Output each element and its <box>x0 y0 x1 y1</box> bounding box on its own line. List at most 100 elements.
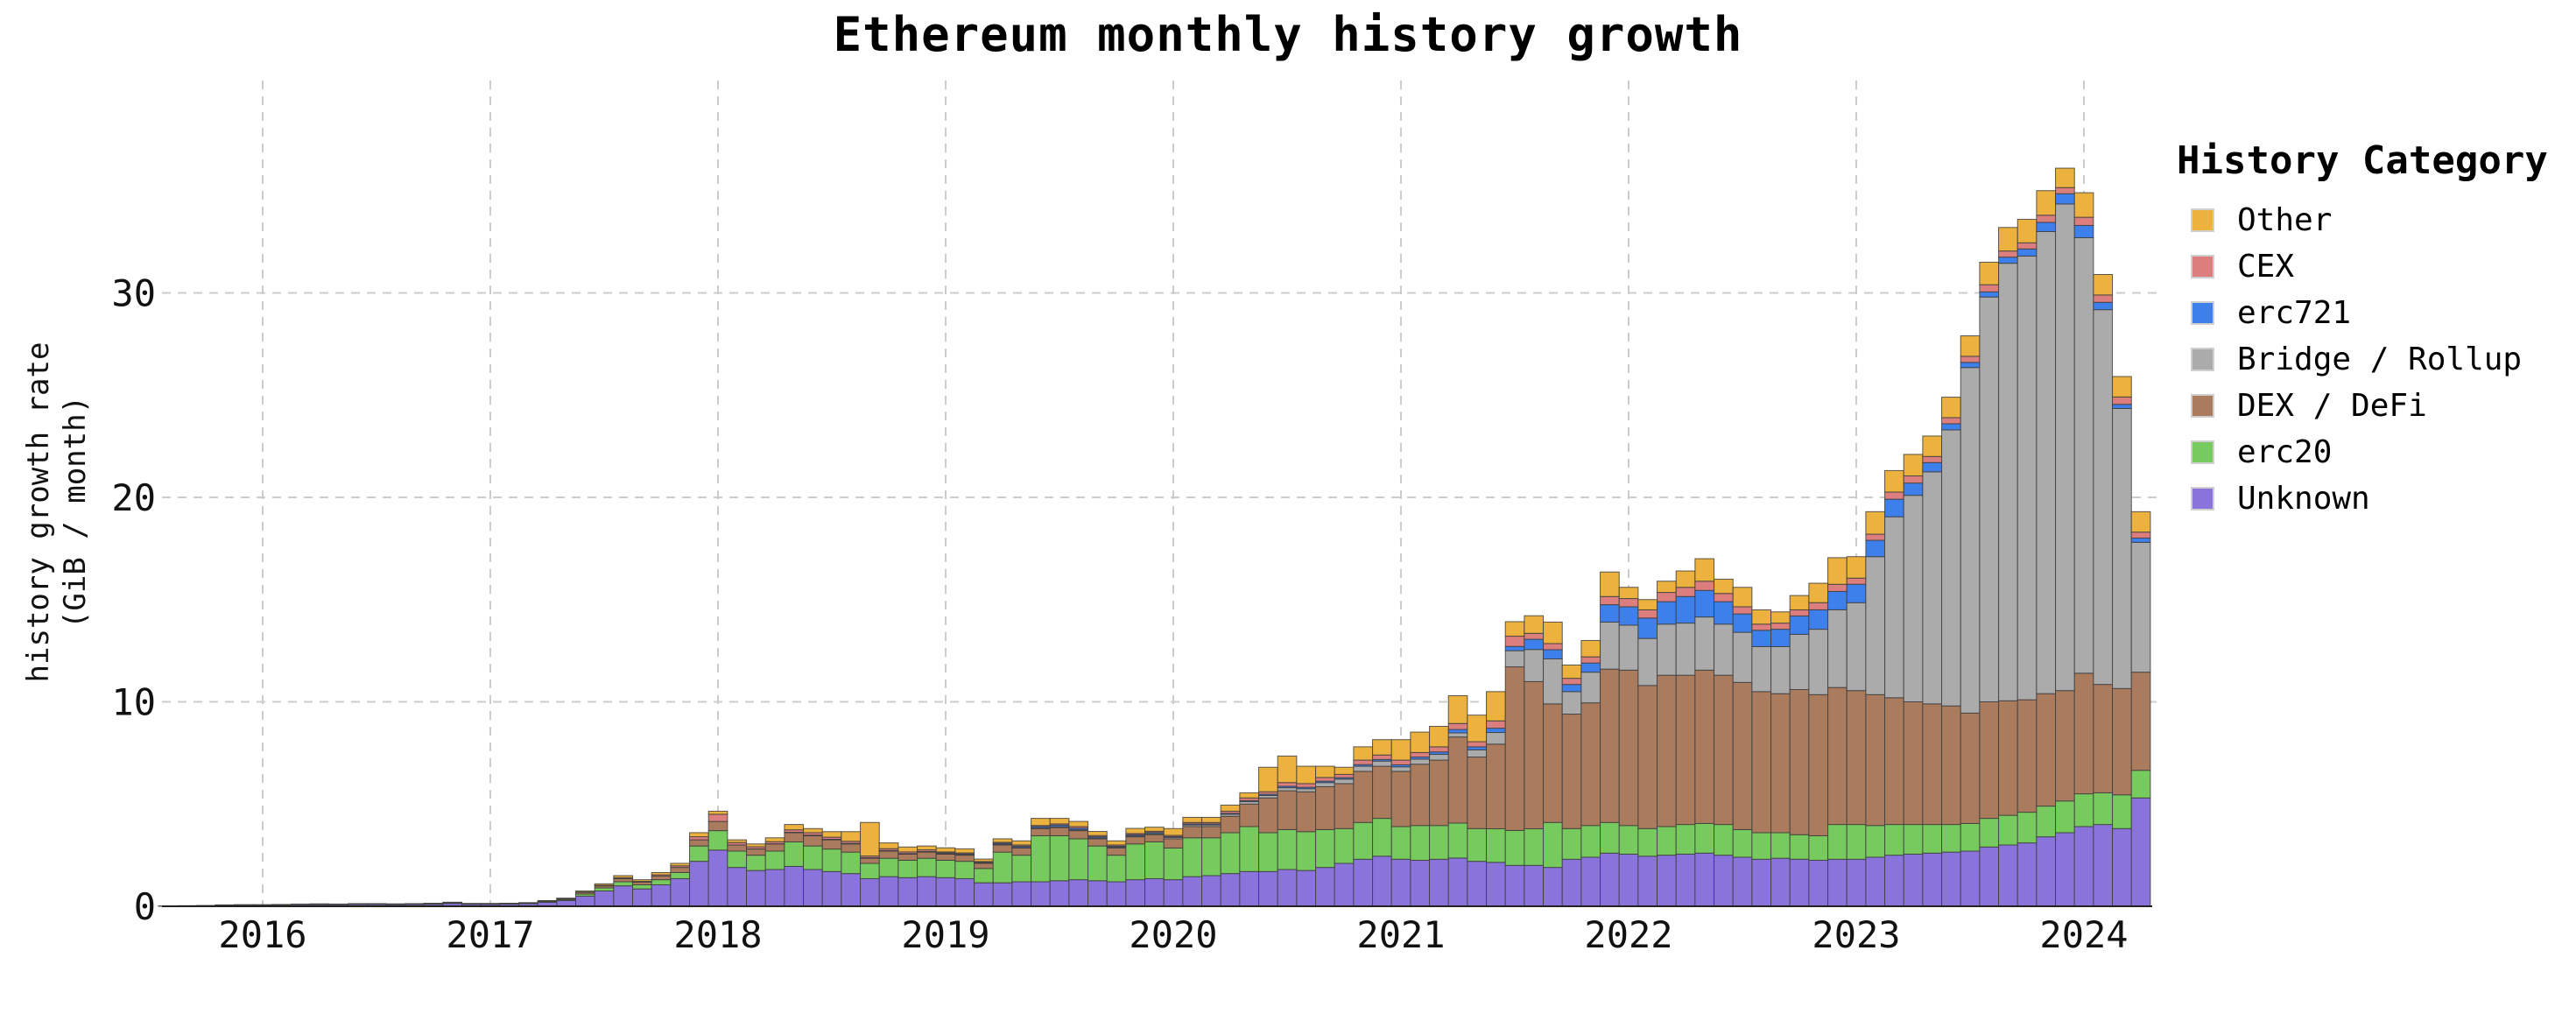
bar-segment-unknown <box>1770 857 1791 907</box>
x-tick-label: 2018 <box>673 913 762 956</box>
bar-segment-unknown <box>1163 879 1184 907</box>
bar-segment-erc721 <box>2036 222 2057 232</box>
bar-segment-other <box>1125 827 1146 834</box>
bar-segment-bridge-rollup <box>1504 650 1525 668</box>
bar-segment-erc20 <box>897 859 918 878</box>
bar-segment-bridge-rollup <box>2112 407 2132 689</box>
bar-segment-erc20 <box>1600 821 1620 854</box>
bar-segment-other <box>2112 376 2132 398</box>
bar-segment-erc721 <box>1884 498 1904 518</box>
bar-segment-other <box>841 831 862 842</box>
bar-segment-dex-defi <box>841 843 862 853</box>
bar-segment-other <box>1201 816 1221 823</box>
bar-segment-erc721 <box>1543 649 1563 659</box>
bar-segment-erc721 <box>1504 645 1525 651</box>
bar-segment-cex <box>1714 593 1734 602</box>
bar-segment-erc721 <box>1808 609 1829 630</box>
bar-segment-erc721 <box>1561 684 1582 693</box>
bar-segment-other <box>651 871 672 876</box>
bar-segment-unknown <box>1865 856 1886 907</box>
bar-segment-cex <box>1675 587 1696 597</box>
bar-segment-dex-defi <box>689 839 709 847</box>
bar-segment-erc20 <box>1353 821 1374 860</box>
bar-segment-cex <box>1543 643 1563 651</box>
bar-segment-other <box>1580 639 1601 658</box>
bar-segment-bridge-rollup <box>1657 623 1677 676</box>
bar-segment-erc20 <box>954 861 975 879</box>
bar-segment-other <box>1239 792 1260 799</box>
bar-segment-erc721 <box>2093 301 2114 311</box>
bar-segment-other <box>1334 766 1355 775</box>
bar-segment-unknown <box>1334 863 1355 907</box>
bar-segment-other <box>1600 571 1620 597</box>
bar-segment-other <box>1941 397 1961 419</box>
bar-segment-other <box>1390 739 1411 761</box>
bar-segment-dex-defi <box>1751 691 1772 834</box>
bar-segment-erc721 <box>2112 404 2132 409</box>
bar-segment-other <box>1447 695 1468 724</box>
legend-title: History Category <box>2177 138 2548 183</box>
legend-item-cex: CEX <box>2177 243 2571 290</box>
bar-segment-erc721 <box>1789 615 1810 635</box>
bar-segment-unknown <box>954 877 975 907</box>
bar-segment-cex <box>1600 595 1620 606</box>
bar-segment-erc20 <box>1372 818 1392 857</box>
bar-segment-cex <box>1846 577 1867 585</box>
bar-segment-dex-defi <box>707 820 728 832</box>
bar-segment-other <box>1031 818 1051 827</box>
bar-segment-unknown <box>1125 879 1146 907</box>
bar-segment-cex <box>1732 606 1753 615</box>
bar-segment-dex-defi <box>1884 697 1904 826</box>
bar-segment-dex-defi <box>2016 699 2038 813</box>
bar-segment-other <box>1163 827 1184 836</box>
bar-segment-unknown <box>613 885 634 907</box>
bar-segment-unknown <box>1998 844 2018 907</box>
legend-item-other: Other <box>2177 197 2571 243</box>
bar-segment-other <box>1372 739 1392 756</box>
bar-segment-unknown <box>784 865 805 907</box>
bar-segment-erc721 <box>1922 461 1943 473</box>
bar-segment-unknown <box>1467 861 1488 907</box>
bar-segment-erc20 <box>1903 824 1924 855</box>
bar-segment-unknown <box>1827 858 1848 907</box>
bar-segment-unknown <box>764 869 785 907</box>
bar-segment-unknown <box>1258 870 1278 907</box>
bar-segment-other <box>1675 570 1696 588</box>
bar-segment-dex-defi <box>2112 687 2132 796</box>
bar-segment-bridge-rollup <box>2036 230 2057 694</box>
legend-items: Other CEX erc721 Bridge / Rollup DEX / DeFi e… <box>2177 197 2571 522</box>
bar-segment-unknown <box>2093 824 2114 907</box>
bar-segment-other <box>1410 731 1431 753</box>
legend-swatch-icon <box>2191 394 2214 418</box>
bar-segment-dex-defi <box>1353 771 1374 823</box>
bar-segment-other <box>821 831 842 838</box>
legend-item-unknown: Unknown <box>2177 475 2571 522</box>
bar-segment-bridge-rollup <box>1732 631 1753 683</box>
bar-segment-erc20 <box>670 871 691 879</box>
bar-segment-erc721 <box>1770 629 1791 647</box>
bar-segment-erc20 <box>1220 832 1241 875</box>
bar-segment-erc20 <box>1315 828 1335 869</box>
bar-segment-dex-defi <box>670 867 691 873</box>
bar-segment-dex-defi <box>1657 674 1677 827</box>
bar-segment-dex-defi <box>1277 790 1298 830</box>
bar-segment-unknown <box>2073 826 2094 907</box>
bar-segment-cex <box>1827 583 1848 592</box>
bar-segment-unknown <box>1220 873 1241 907</box>
bar-segment-erc20 <box>1751 832 1772 860</box>
bar-segment-unknown <box>1789 858 1810 907</box>
bar-segment-unknown <box>821 870 842 907</box>
bar-segment-erc20 <box>1637 827 1658 857</box>
bar-segment-erc20 <box>1011 855 1032 883</box>
bar-segment-cex <box>1618 598 1639 608</box>
bar-segment-unknown <box>2112 827 2132 907</box>
bar-segment-bridge-rollup <box>1637 637 1658 687</box>
bar-segment-bridge-rollup <box>1334 778 1355 785</box>
bar-segment-erc20 <box>1239 826 1260 872</box>
bar-segment-unknown <box>935 877 956 907</box>
legend: History Category Other CEX erc721 Bridge / … <box>2177 138 2571 522</box>
bar-segment-erc20 <box>746 855 766 871</box>
bar-segment-unknown <box>2036 836 2057 907</box>
bar-segment-erc20 <box>2016 812 2038 844</box>
bar-segment-unknown <box>1675 853 1696 907</box>
